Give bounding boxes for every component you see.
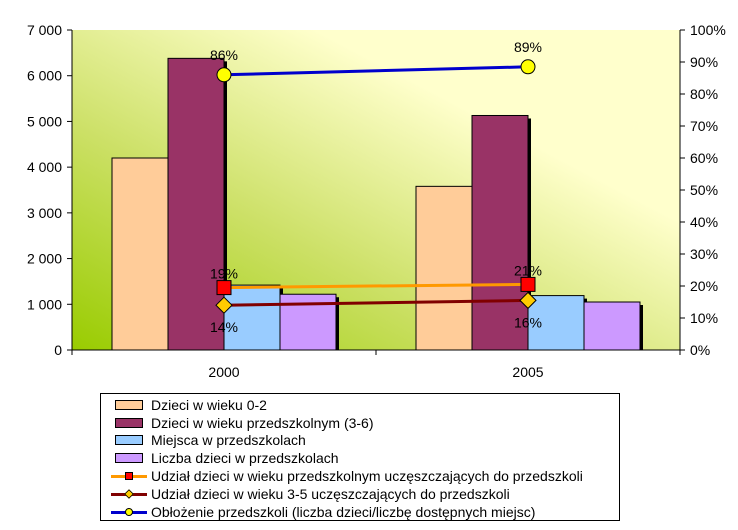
legend-label: Dzieci w wieku przedszkolnym (3-6) xyxy=(151,414,374,431)
chart: 0 1 000 2 000 3 000 4 000 5 000 6 000 7 000 0% 10… xyxy=(27,22,726,380)
x-tick-label: 2005 xyxy=(512,364,543,380)
data-label: 89% xyxy=(514,39,542,55)
bar xyxy=(415,185,473,351)
legend-swatch xyxy=(111,451,147,465)
data-label: 86% xyxy=(210,47,238,63)
y-right-tick-label: 70% xyxy=(690,118,718,134)
y-right-tick-label: 0% xyxy=(690,342,710,358)
legend-label: Miejsca w przedszkolach xyxy=(151,432,306,449)
legend-item: Dzieci w wieku 0-2 xyxy=(111,396,619,414)
y-right-tick-label: 60% xyxy=(690,150,718,166)
legend-marker xyxy=(125,472,133,481)
legend-line-symbol xyxy=(111,487,147,501)
legend-label: Udział dzieci w wieku 3-5 uczęszczającyc… xyxy=(151,485,510,502)
legend-line-symbol xyxy=(111,505,147,519)
legend-label: Dzieci w wieku 0-2 xyxy=(151,396,267,413)
data-label: 21% xyxy=(514,262,542,278)
legend-swatch-box xyxy=(115,417,143,428)
data-label: 16% xyxy=(514,314,542,330)
legend-line-symbol xyxy=(111,469,147,483)
y-right-tick-label: 10% xyxy=(690,310,718,326)
series-line xyxy=(223,65,529,77)
marker-diamond xyxy=(519,291,537,310)
legend-label: Obłożenie przedszkoli (liczba dzieci/lic… xyxy=(151,503,536,520)
legend-item: Dzieci w wieku przedszkolnym (3-6) xyxy=(111,414,619,432)
legend-marker xyxy=(124,489,134,499)
marker-circle xyxy=(216,67,232,83)
legend-swatch-box xyxy=(115,399,143,410)
legend-swatch-box xyxy=(115,435,143,446)
y-left-tick-label: 5 000 xyxy=(27,113,62,129)
legend-item: Miejsca w przedszkolach xyxy=(111,432,619,450)
legend-label: Liczba dzieci w przedszkolach xyxy=(151,450,339,467)
legend-item: Obłożenie przedszkoli (liczba dzieci/lic… xyxy=(111,503,619,521)
y-right-tick-label: 80% xyxy=(690,86,718,102)
legend-swatch xyxy=(111,416,147,430)
x-tick-label: 2000 xyxy=(208,364,239,380)
legend-item: Udział dzieci w wieku 3-5 uczęszczającyc… xyxy=(111,485,619,503)
legend-label: Udział dzieci w wieku przedszkolnym uczę… xyxy=(151,468,583,485)
labels-layer: 19% 21% 14% 16% 86% 89% xyxy=(210,39,542,335)
y-right-tick-label: 20% xyxy=(690,278,718,294)
legend-swatch-box xyxy=(115,453,143,464)
bar xyxy=(527,295,585,351)
lines-layer xyxy=(215,59,537,314)
legend-item: Liczba dzieci w przedszkolach xyxy=(111,449,619,467)
legend-marker xyxy=(125,507,133,516)
y-left-tick-label: 7 000 xyxy=(27,22,62,38)
legend-item: Udział dzieci w wieku przedszkolnym uczę… xyxy=(111,467,619,485)
marker-square xyxy=(520,276,536,292)
bar xyxy=(223,284,281,351)
y-right-tick-label: 50% xyxy=(690,182,718,198)
y-left-tick-label: 2 000 xyxy=(27,251,62,267)
marker-square xyxy=(216,280,232,296)
bar xyxy=(583,301,641,351)
data-label: 14% xyxy=(210,319,238,335)
y-left-tick-label: 0 xyxy=(54,342,62,358)
y-left-tick-label: 3 000 xyxy=(27,205,62,221)
legend-swatch xyxy=(111,398,147,412)
y-left-tick-label: 4 000 xyxy=(27,159,62,175)
bar xyxy=(111,157,169,351)
bar xyxy=(167,57,225,351)
data-label: 19% xyxy=(210,266,238,282)
y-right-tick-label: 90% xyxy=(690,54,718,70)
legend-swatch xyxy=(111,433,147,447)
y-left-tick-label: 6 000 xyxy=(27,68,62,84)
marker-circle xyxy=(520,59,536,75)
y-right-tick-label: 30% xyxy=(690,246,718,262)
marker-diamond xyxy=(215,296,233,314)
bars-layer xyxy=(111,57,643,351)
axes-layer: 0 1 000 2 000 3 000 4 000 5 000 6 000 7 000 0% 10… xyxy=(27,22,726,380)
series-line xyxy=(223,282,529,290)
y-right-tick-label: 100% xyxy=(690,22,726,38)
y-left-tick-label: 1 000 xyxy=(27,296,62,312)
series-line xyxy=(223,298,529,307)
legend: Dzieci w wieku 0-2 Dzieci w wieku przedsz… xyxy=(100,393,620,521)
y-right-tick-label: 40% xyxy=(690,214,718,230)
